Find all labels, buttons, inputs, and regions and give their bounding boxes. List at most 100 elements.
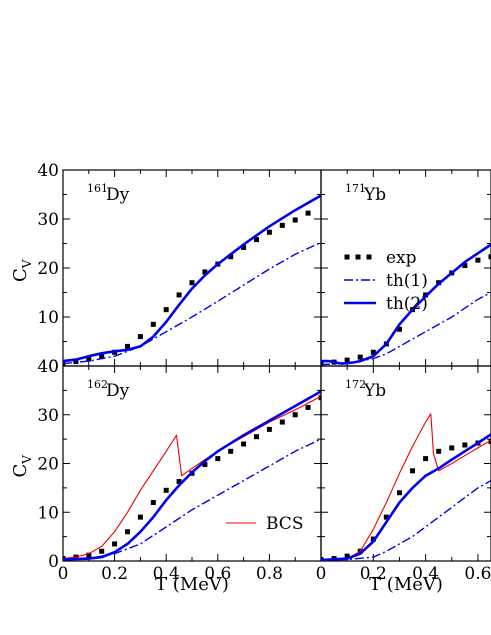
y-axis-title: CV	[10, 259, 34, 282]
data-point-exp	[86, 356, 92, 362]
data-point-exp	[449, 445, 455, 451]
data-point-exp	[266, 229, 272, 235]
series-line-th(2)	[321, 433, 491, 561]
data-point-exp	[99, 548, 105, 554]
data-point-exp	[176, 479, 182, 485]
data-point-exp	[344, 357, 350, 363]
y-tick-label: 20	[37, 259, 59, 279]
data-point-exp	[137, 334, 143, 340]
data-point-exp	[423, 456, 429, 462]
legend: exp th(1) th(2)	[344, 248, 428, 314]
data-point-exp	[396, 326, 402, 332]
legend-swatch-exp	[366, 254, 372, 260]
x-tick-label: 0.4	[412, 564, 439, 584]
data-point-exp	[488, 439, 491, 445]
data-point-exp	[241, 441, 247, 447]
data-point-exp	[112, 541, 118, 547]
data-point-exp	[488, 254, 491, 260]
series-line-th(1)	[321, 479, 491, 561]
data-point-exp	[318, 395, 321, 401]
data-point-exp	[279, 419, 285, 425]
y-tick-label: 40	[37, 357, 59, 377]
x-tick-label: 0	[316, 564, 327, 584]
y-tick-label: 40	[37, 161, 59, 181]
series-line-BCS	[63, 395, 321, 560]
data-point-exp	[266, 426, 272, 432]
data-point-exp	[73, 359, 79, 365]
data-point-exp	[228, 448, 234, 454]
data-point-exp	[475, 257, 481, 263]
data-point-exp	[150, 321, 156, 327]
data-point-exp	[410, 468, 416, 474]
x-tick-label: 0.2	[101, 564, 128, 584]
isotope-symbol: Dy	[106, 185, 130, 205]
data-point-exp	[163, 307, 169, 313]
isotope-mass-number: 162	[87, 378, 108, 391]
data-point-exp	[163, 487, 169, 493]
series-line-th(2)	[321, 243, 491, 365]
data-point-exp	[202, 461, 208, 467]
isotope-symbol: Dy	[106, 381, 130, 401]
legend-swatch-exp	[344, 254, 350, 260]
data-point-exp	[305, 210, 311, 216]
data-point-exp	[202, 269, 208, 275]
data-point-exp	[344, 553, 350, 559]
x-axis-title: T (MeV)	[155, 574, 229, 595]
data-point-exp	[137, 514, 143, 520]
data-point-exp	[150, 500, 156, 505]
data-point-exp	[254, 237, 259, 243]
x-tick-label: 0.8	[256, 564, 283, 584]
legend-label-th(1): th(1)	[386, 271, 428, 291]
y-tick-label: 20	[37, 455, 59, 475]
y-tick-label: 30	[37, 406, 59, 426]
panel-frame	[62, 169, 322, 367]
data-point-exp	[292, 412, 298, 418]
x-tick-label: 0	[58, 564, 69, 584]
data-point-exp	[125, 343, 130, 349]
legend-label-th(2): th(2)	[386, 294, 428, 314]
x-tick-label: 0.6	[204, 564, 231, 584]
y-axis-title: CV	[10, 455, 34, 478]
data-point-exp	[254, 434, 259, 440]
isotope-mass-number: 171	[345, 182, 366, 195]
data-point-exp	[462, 263, 468, 269]
data-point-exp	[125, 529, 130, 535]
data-point-exp	[321, 361, 324, 366]
y-tick-label: 10	[37, 308, 59, 328]
series-line-th(2)	[63, 194, 321, 363]
series-line-th(1)	[63, 241, 321, 365]
x-tick-label: 0.6	[464, 564, 491, 584]
data-point-exp	[370, 349, 376, 355]
y-tick-label: 0	[48, 552, 59, 572]
isotope-mass-number: 172	[345, 378, 366, 391]
data-point-exp	[357, 354, 363, 360]
data-point-exp	[279, 222, 285, 228]
y-tick-label: 0	[48, 357, 59, 377]
data-point-exp	[396, 490, 402, 496]
data-point-exp	[383, 514, 389, 520]
x-tick-label: 0.2	[360, 564, 387, 584]
data-point-exp	[99, 353, 105, 359]
data-point-exp	[241, 244, 247, 250]
legend-label-BCS: BCS	[266, 514, 303, 534]
x-axis-title: T (MeV)	[369, 574, 443, 595]
data-point-exp	[305, 404, 311, 410]
y-tick-label: 30	[37, 210, 59, 230]
series-line-BCS	[321, 413, 491, 561]
series-line-th(2)	[63, 390, 321, 561]
data-point-exp	[292, 217, 298, 223]
y-tick-label: 10	[37, 503, 59, 523]
series-line-th(1)	[63, 438, 321, 561]
legend-label-exp: exp	[386, 248, 417, 268]
data-point-exp	[370, 536, 376, 542]
data-point-exp	[215, 456, 221, 462]
isotope-symbol: Yb	[363, 381, 386, 401]
data-point-exp	[462, 442, 468, 448]
x-tick-label: 0.4	[153, 564, 180, 584]
legend-swatch-exp	[355, 254, 361, 260]
data-point-exp	[86, 552, 92, 558]
